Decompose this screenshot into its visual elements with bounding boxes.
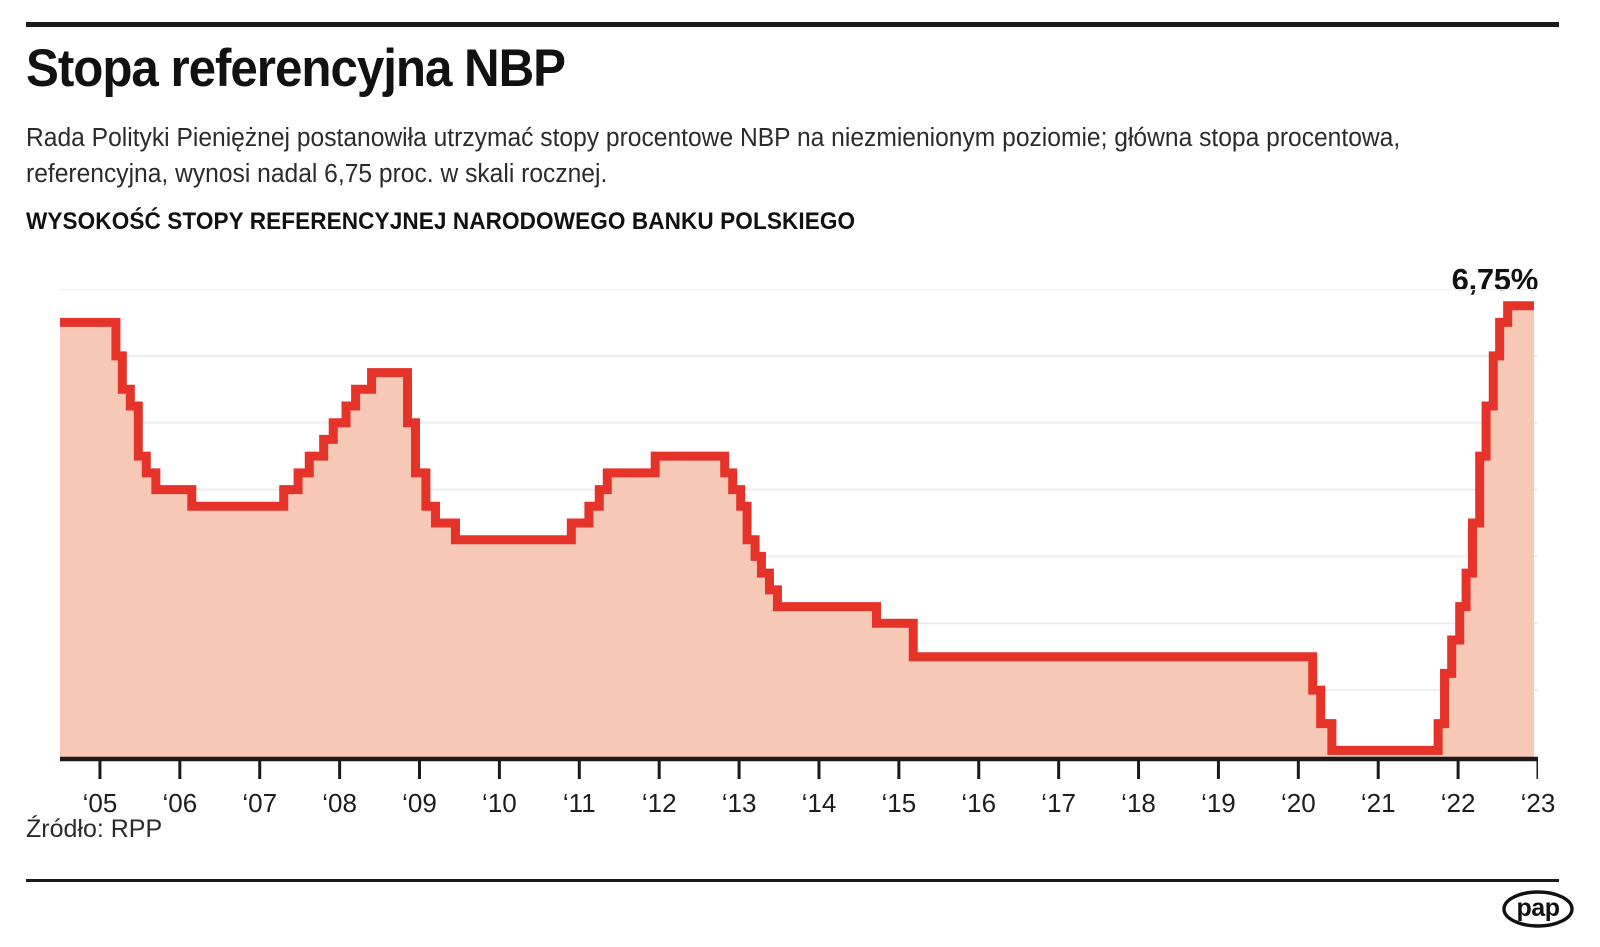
rate-step-line	[60, 301, 1535, 755]
x-axis-label: ‘23	[1520, 788, 1556, 818]
x-axis-label: ‘12	[641, 788, 677, 818]
x-axis-label: ‘22	[1440, 788, 1476, 818]
x-axis-label: ‘20	[1280, 788, 1316, 818]
x-axis-label: ‘16	[961, 788, 997, 818]
x-axis-label: ‘13	[721, 788, 757, 818]
source-label: Źródło: RPP	[26, 815, 163, 843]
page-title: Stopa referencyjna NBP	[26, 39, 566, 98]
x-axis-label: ‘15	[881, 788, 917, 818]
x-axis-label: ‘14	[801, 788, 837, 818]
x-axis-label: ‘18	[1121, 788, 1156, 818]
x-axis-label: ‘19	[1201, 788, 1236, 818]
pap-logo-icon	[1502, 890, 1574, 928]
area-fill	[60, 305, 1535, 757]
chart-section-heading: WYSOKOŚĆ STOPY REFERENCYJNEJ NARODOWEGO …	[26, 208, 856, 235]
x-axis-label: ‘11	[562, 788, 596, 818]
x-axis-label: ‘17	[1041, 788, 1076, 818]
current-value-callout: 6,75%	[1451, 262, 1539, 297]
x-axis-label: ‘10	[482, 788, 517, 818]
top-divider	[26, 22, 1559, 27]
x-axis-label: ‘08	[322, 788, 357, 818]
page-subtitle: Rada Polityki Pieniężnej postanowiła utr…	[26, 124, 1401, 189]
x-axis-label: ‘09	[402, 788, 437, 818]
chart-plot: 7%6543210‘05‘06‘07‘08‘09‘10‘11‘12‘13‘14‘…	[60, 289, 1555, 947]
x-axis-label: ‘05	[82, 788, 118, 818]
x-axis-label: ‘07	[242, 788, 278, 818]
pap-logo-text: pap	[1516, 893, 1560, 922]
chart-container: 6,75% 7%6543210‘05‘06‘07‘08‘09‘10‘11‘12‘…	[0, 262, 1600, 818]
bottom-divider	[26, 879, 1559, 882]
x-axis-label: ‘21	[1360, 788, 1396, 818]
x-axis-label: ‘06	[162, 788, 198, 818]
pap-logo: pap	[1502, 890, 1574, 928]
rate-area-chart	[60, 289, 1538, 779]
